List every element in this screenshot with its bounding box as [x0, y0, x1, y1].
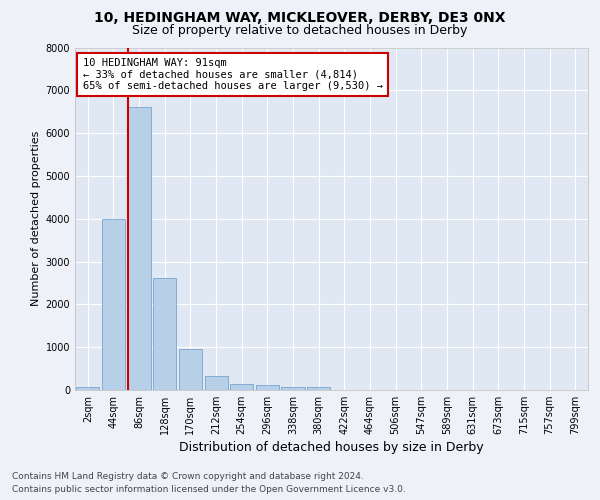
Bar: [102, 219, 125, 390]
Bar: [205, 376, 227, 390]
Text: 10, HEDINGHAM WAY, MICKLEOVER, DERBY, DE3 0NX: 10, HEDINGHAM WAY, MICKLEOVER, DERBY, DE…: [94, 11, 506, 25]
Text: Contains public sector information licensed under the Open Government Licence v3: Contains public sector information licen…: [12, 485, 406, 494]
Bar: [76, 387, 100, 390]
Bar: [179, 350, 202, 390]
Text: Size of property relative to detached houses in Derby: Size of property relative to detached ho…: [133, 24, 467, 37]
Y-axis label: Number of detached properties: Number of detached properties: [31, 131, 41, 306]
Bar: [230, 384, 253, 390]
Bar: [256, 386, 279, 390]
Text: 10 HEDINGHAM WAY: 91sqm
← 33% of detached houses are smaller (4,814)
65% of semi: 10 HEDINGHAM WAY: 91sqm ← 33% of detache…: [83, 58, 383, 91]
Bar: [307, 386, 330, 390]
Bar: [128, 108, 151, 390]
Text: Contains HM Land Registry data © Crown copyright and database right 2024.: Contains HM Land Registry data © Crown c…: [12, 472, 364, 481]
Bar: [281, 386, 305, 390]
Bar: [153, 278, 176, 390]
X-axis label: Distribution of detached houses by size in Derby: Distribution of detached houses by size …: [179, 442, 484, 454]
